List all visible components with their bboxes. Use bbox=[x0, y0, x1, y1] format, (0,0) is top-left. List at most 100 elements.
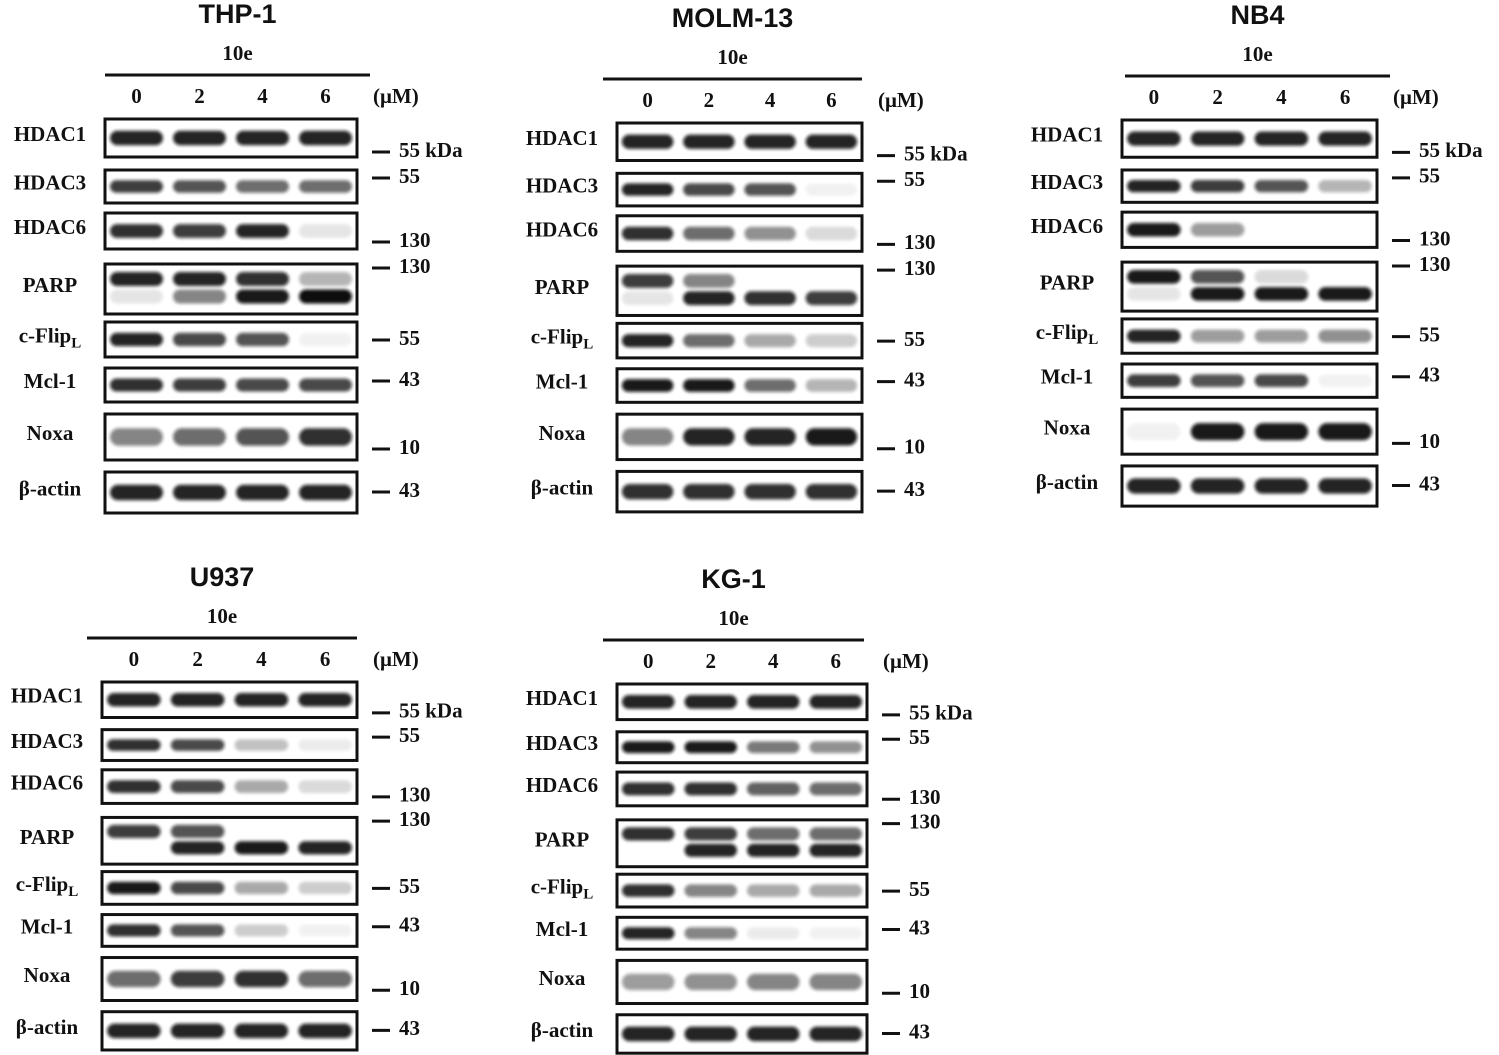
marker-label: 43 bbox=[399, 913, 420, 937]
band bbox=[236, 180, 289, 193]
lane-label: 4 bbox=[1276, 85, 1287, 109]
row-label: PARP bbox=[20, 825, 75, 849]
blot-panel: THP-1 10e 0 2 4 6 (μM) HDAC1 55 kDa HDAC3 55 HDAC6 1… bbox=[14, 0, 463, 515]
band bbox=[747, 741, 800, 754]
band bbox=[684, 741, 737, 754]
row-label-text: Noxa bbox=[24, 963, 71, 987]
band bbox=[1127, 423, 1181, 441]
row-label: Mcl-1 bbox=[536, 917, 588, 941]
band bbox=[107, 780, 161, 793]
band bbox=[805, 483, 858, 500]
marker-label: 130 bbox=[1419, 252, 1451, 276]
band bbox=[684, 695, 737, 709]
band bbox=[1318, 131, 1372, 146]
marker-label: 130 bbox=[909, 785, 941, 809]
band bbox=[744, 291, 796, 306]
band bbox=[173, 224, 226, 238]
band bbox=[1318, 478, 1372, 494]
band bbox=[299, 378, 352, 392]
row-label-text: c-Flip bbox=[1036, 320, 1089, 344]
band bbox=[683, 483, 735, 500]
band bbox=[744, 379, 796, 392]
band bbox=[170, 841, 225, 855]
panel-title: KG-1 bbox=[701, 564, 766, 594]
band bbox=[1254, 478, 1309, 494]
band bbox=[170, 881, 225, 895]
row-label: HDAC3 bbox=[11, 729, 83, 753]
row-label-text: HDAC3 bbox=[526, 173, 598, 197]
band bbox=[234, 924, 289, 937]
band bbox=[809, 1026, 862, 1042]
row-label-text: HDAC6 bbox=[526, 773, 598, 797]
row-label-text: β-actin bbox=[531, 1018, 594, 1042]
band bbox=[1127, 478, 1181, 494]
row-label-text: HDAC1 bbox=[526, 686, 598, 710]
lane-label: 4 bbox=[257, 84, 268, 108]
band bbox=[683, 291, 735, 306]
marker-label: 130 bbox=[399, 228, 431, 252]
row-label: HDAC6 bbox=[14, 215, 86, 239]
band bbox=[299, 332, 352, 347]
marker-label: 43 bbox=[1419, 363, 1440, 387]
band bbox=[234, 780, 289, 793]
row-label: Noxa bbox=[27, 421, 74, 445]
unit-label: (μM) bbox=[883, 649, 929, 673]
row-label: HDAC6 bbox=[526, 773, 598, 797]
band bbox=[684, 973, 737, 991]
marker-label: 55 bbox=[399, 326, 420, 350]
blot-frame bbox=[615, 214, 864, 253]
marker-label: 130 bbox=[904, 230, 936, 254]
band bbox=[805, 226, 858, 241]
treatment-label: 10e bbox=[222, 41, 252, 65]
marker-label: 43 bbox=[399, 1016, 420, 1040]
band bbox=[805, 334, 858, 348]
band bbox=[747, 1026, 800, 1042]
treatment-label: 10e bbox=[717, 45, 747, 69]
lane-label: 2 bbox=[704, 88, 715, 112]
row-label-text: HDAC6 bbox=[14, 215, 86, 239]
marker-label: 10 bbox=[1419, 429, 1440, 453]
blot-frame bbox=[103, 412, 359, 462]
band bbox=[170, 970, 225, 988]
blot-panel: MOLM-13 10e 0 2 4 6 (μM) HDAC1 55 kDa HDAC3 55 HDAC… bbox=[526, 3, 968, 514]
band bbox=[170, 693, 225, 707]
lane-label: 6 bbox=[320, 84, 331, 108]
band bbox=[621, 226, 674, 241]
row-label-text: Noxa bbox=[539, 421, 586, 445]
row-label-text: HDAC1 bbox=[11, 684, 83, 708]
lane-label: 0 bbox=[131, 84, 142, 108]
blot-frame bbox=[615, 321, 864, 360]
band bbox=[1190, 180, 1245, 193]
blot-frame bbox=[100, 768, 359, 805]
blot-frame bbox=[615, 264, 864, 317]
blot-frame bbox=[100, 728, 359, 762]
row-label-text: HDAC3 bbox=[1031, 170, 1103, 194]
row-label-text: HDAC1 bbox=[14, 122, 86, 146]
lane-label: 0 bbox=[643, 649, 654, 673]
marker-label: 55 bbox=[909, 725, 930, 749]
marker-label: 43 bbox=[909, 915, 930, 939]
row-label: HDAC1 bbox=[14, 122, 86, 146]
blot-frame bbox=[1120, 407, 1379, 456]
row-label-text: PARP bbox=[1040, 270, 1095, 294]
panel-title: U937 bbox=[190, 562, 255, 592]
blot-frame bbox=[100, 1010, 359, 1052]
band bbox=[747, 695, 800, 709]
band bbox=[173, 428, 226, 446]
row-label: Noxa bbox=[539, 421, 586, 445]
band bbox=[173, 378, 226, 392]
marker-label: 55 kDa bbox=[399, 699, 463, 723]
band bbox=[622, 973, 675, 991]
lane-label: 4 bbox=[765, 88, 776, 112]
row-label: PARP bbox=[535, 827, 590, 851]
band bbox=[107, 1023, 161, 1039]
band bbox=[805, 428, 858, 446]
band bbox=[173, 180, 226, 193]
row-label: Mcl-1 bbox=[536, 369, 588, 393]
row-label-text: PARP bbox=[23, 273, 78, 297]
blot-frame bbox=[103, 262, 359, 316]
band bbox=[684, 884, 737, 897]
band bbox=[622, 884, 675, 897]
blot-frame bbox=[1120, 317, 1379, 355]
band bbox=[107, 824, 161, 838]
